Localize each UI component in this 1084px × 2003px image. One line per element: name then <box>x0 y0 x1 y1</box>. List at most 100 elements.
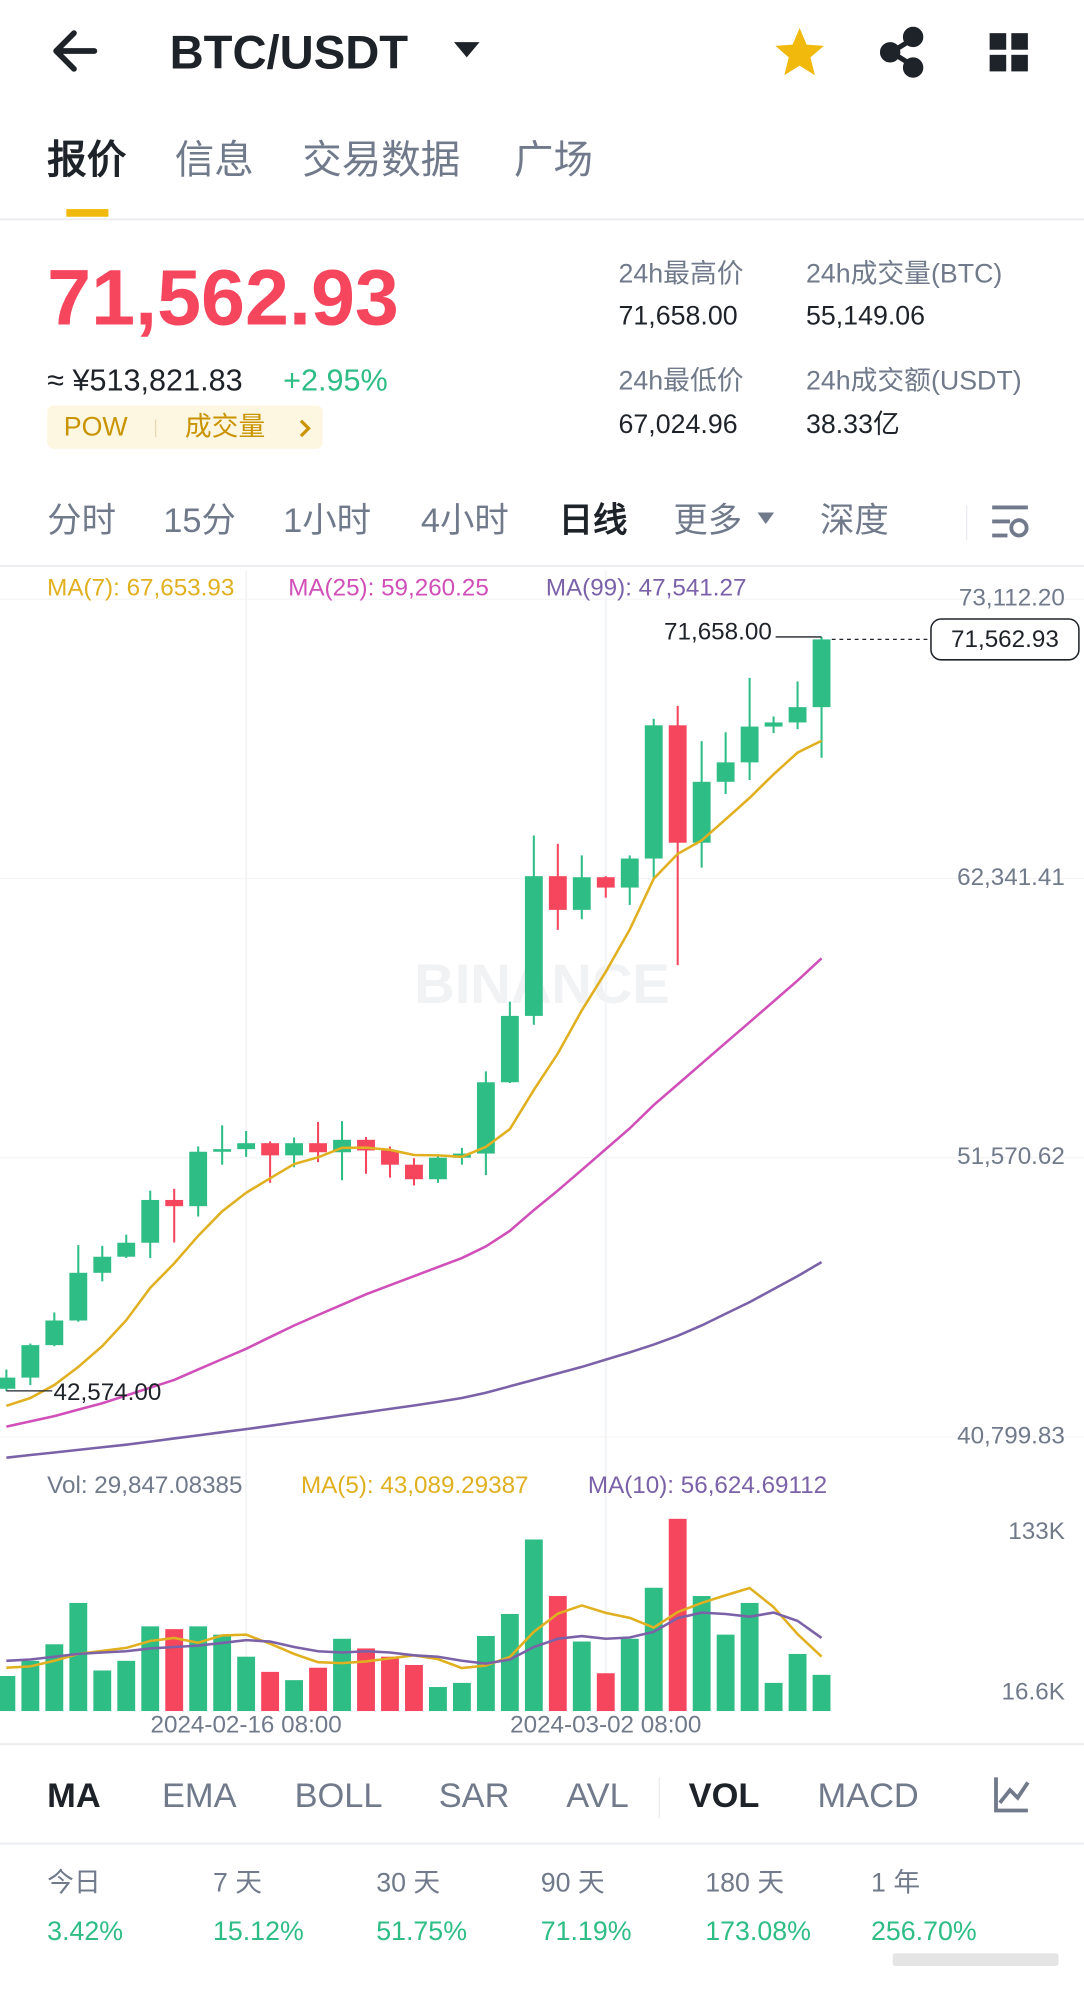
tab[interactable]: 信息 <box>175 139 254 183</box>
x-tick-label: 2024-02-16 08:00 <box>151 1712 342 1739</box>
volume-bar <box>716 1634 735 1712</box>
candle-body <box>405 1164 423 1180</box>
interval[interactable]: 4小时 <box>421 502 509 540</box>
volume-bar <box>213 1634 232 1712</box>
period-label: 90 天 <box>541 1868 605 1898</box>
tab[interactable]: 广场 <box>514 139 593 183</box>
indicator[interactable]: MA <box>47 1777 101 1815</box>
low-label: 42,574.00 <box>54 1379 162 1406</box>
volume-bar <box>189 1626 208 1712</box>
tab-indicator <box>66 209 109 217</box>
volume-bar <box>596 1673 615 1712</box>
price-change: +2.95% <box>283 364 388 398</box>
performance-row: 今日 3.42% 7 天 15.12% 30 天 51.75% 90 天 71.19% 180 … <box>47 1868 977 1946</box>
indicator[interactable]: MACD <box>817 1777 918 1815</box>
volume-bar <box>165 1629 184 1712</box>
tab[interactable]: 交易数据 <box>302 139 460 183</box>
volume-bar <box>93 1670 112 1712</box>
interval[interactable]: 分时 <box>47 502 116 540</box>
candle-body <box>117 1242 136 1257</box>
period-return: 51.75% <box>376 1916 467 1946</box>
stat-value: 71,658.00 <box>619 301 738 331</box>
volume-bar <box>429 1687 447 1712</box>
volume-bar <box>572 1641 591 1712</box>
candle-body <box>740 726 759 763</box>
ma-line <box>6 1611 823 1665</box>
candle-body <box>572 877 591 910</box>
scroll-indicator <box>892 1953 1059 1967</box>
volume-bar <box>357 1648 375 1712</box>
stat-value: 38.33亿 <box>806 409 900 439</box>
more-dropdown[interactable] <box>757 512 775 525</box>
volume-bar <box>452 1682 471 1712</box>
volume-bar <box>117 1660 136 1712</box>
candle-body <box>764 722 783 727</box>
candle-body <box>189 1151 208 1207</box>
candle-body <box>524 876 543 1016</box>
candle-body <box>788 707 807 723</box>
y-tick-label: 40,799.83 <box>957 1422 1065 1449</box>
tag[interactable]: 成交量 <box>185 411 265 441</box>
volume-bar <box>548 1596 567 1712</box>
share-button[interactable] <box>879 26 924 78</box>
stat-value: 67,024.96 <box>619 409 738 439</box>
volume-bar <box>500 1613 519 1712</box>
back-button[interactable] <box>53 30 98 72</box>
period-label: 7 天 <box>213 1868 262 1898</box>
stat-label: 24h最低价 <box>619 366 744 396</box>
interval[interactable]: 日线 <box>559 502 628 540</box>
pair-dropdown[interactable] <box>454 42 480 58</box>
interval[interactable]: 深度 <box>820 502 889 540</box>
period-return: 173.08% <box>705 1916 811 1946</box>
legend-entry: MA(7): 67,653.93 <box>47 574 234 601</box>
indicator[interactable]: EMA <box>162 1777 237 1815</box>
candle-body <box>381 1150 399 1165</box>
y-tick-label: 133K <box>1008 1518 1065 1545</box>
indicator[interactable]: SAR <box>439 1777 510 1815</box>
tab[interactable]: 报价 <box>47 139 127 183</box>
indicator[interactable]: AVL <box>566 1777 628 1815</box>
interval[interactable]: 更多 <box>673 502 742 540</box>
period-label: 30 天 <box>376 1868 440 1898</box>
interval[interactable]: 15分 <box>163 502 236 540</box>
indicator[interactable]: BOLL <box>295 1777 383 1815</box>
volume-bar <box>812 1674 831 1712</box>
indicator[interactable]: VOL <box>689 1777 760 1815</box>
volume-bar <box>237 1656 256 1712</box>
candle-body <box>668 725 687 843</box>
volume-bar <box>644 1587 663 1712</box>
period-return: 256.70% <box>871 1916 977 1946</box>
high-label: 71,658.00 <box>664 619 772 646</box>
pair-title[interactable]: BTC/USDT <box>170 26 409 79</box>
ma-line <box>5 739 823 1408</box>
ma-line <box>6 1261 823 1459</box>
candle-body <box>716 762 735 782</box>
volume-bar <box>285 1680 304 1712</box>
tag-arrow <box>299 419 311 438</box>
chart-settings[interactable] <box>992 505 1029 538</box>
period-label: 1 年 <box>871 1868 920 1898</box>
y-tick-label: 73,112.20 <box>959 585 1065 612</box>
favorite-star[interactable] <box>775 28 824 76</box>
layout-button[interactable] <box>989 33 1028 72</box>
candle-body <box>141 1199 160 1243</box>
candle-body <box>429 1157 447 1180</box>
indicator-settings[interactable] <box>994 1777 1030 1813</box>
volume-bar <box>692 1596 711 1712</box>
candle-body <box>596 877 615 888</box>
volume-bar <box>405 1664 423 1712</box>
period-return: 3.42% <box>47 1916 123 1946</box>
tag[interactable]: POW <box>64 411 129 441</box>
interval[interactable]: 1小时 <box>283 502 371 540</box>
candle-body <box>285 1143 304 1156</box>
candle-body <box>213 1149 232 1152</box>
volume-bar <box>788 1653 807 1712</box>
y-tick-label: 51,570.62 <box>957 1143 1065 1170</box>
volume-bar <box>740 1602 759 1712</box>
last-price: 71,562.93 <box>47 252 399 341</box>
candle-body <box>165 1199 184 1207</box>
stat-label: 24h成交额(USDT) <box>806 366 1022 396</box>
candle-body <box>309 1143 327 1153</box>
